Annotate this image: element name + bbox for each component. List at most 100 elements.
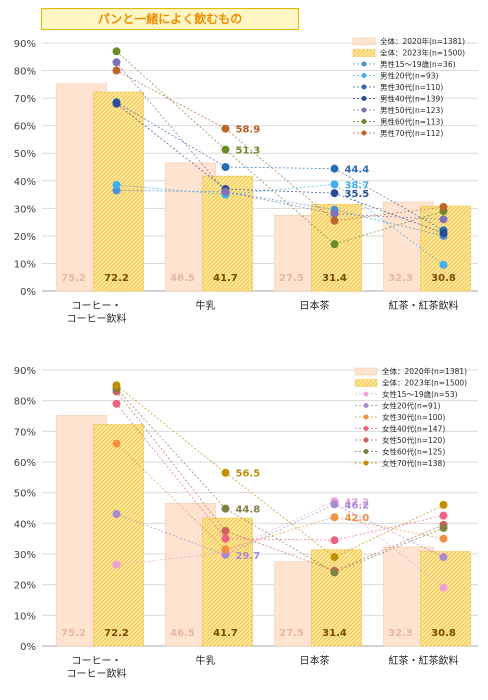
legend-marker [363, 426, 369, 431]
bar-2023-label: 41.7 [213, 628, 238, 639]
legend-marker [361, 107, 367, 113]
series-point [221, 163, 230, 171]
y-tick-label: 70% [14, 94, 36, 105]
y-tick-label: 50% [14, 489, 36, 500]
legend-label: 女性15～19歳(n=53) [382, 389, 458, 399]
series-point [330, 209, 339, 218]
x-category-label: 日本茶 [300, 299, 330, 312]
y-tick-label: 0% [20, 642, 36, 653]
x-category-label: 牛乳 [196, 299, 216, 312]
series-point [330, 240, 339, 249]
legend-label: 男性30代(n=110) [380, 82, 443, 92]
x-category-label: 紅茶・紅茶飲料 [389, 299, 459, 312]
series-point [221, 468, 230, 477]
series-point [439, 511, 448, 520]
legend-marker [363, 449, 369, 454]
line-value-label: 58.9 [236, 125, 261, 136]
line-value-label: 44.8 [236, 505, 261, 516]
chart-men: 0% 10% 20% 30% 40% 50% 60% 70% 80% 90% 75.2 72.2 コーヒ… [14, 36, 478, 325]
line-value-label: 35.5 [345, 189, 370, 200]
legend-label: 女性30代(n=100) [382, 412, 445, 422]
series-point [112, 66, 121, 75]
series-point [112, 510, 121, 519]
legend-label: 男性60代(n=113) [380, 117, 443, 127]
line-value-label: 46.2 [345, 500, 370, 511]
series-point [221, 527, 230, 535]
legend-label: 女性60代(n=125) [382, 447, 445, 457]
legend-label: 男性40代(n=139) [380, 94, 443, 104]
y-tick-label: 10% [14, 611, 36, 622]
series-line [116, 503, 444, 558]
chart-women: 0% 10% 20% 30% 40% 50% 60% 70% 80% 90% 75.2 72.2 コーヒ… [14, 366, 478, 680]
line-value-label: 47.2 [345, 497, 370, 508]
bar-2023-label: 30.8 [431, 273, 456, 284]
bar-2020-label: 27.5 [279, 273, 304, 284]
series-line [116, 388, 444, 573]
y-tick-label: 10% [14, 259, 36, 270]
series-point [330, 568, 339, 577]
legend-label: 全体：2020年(n=1381) [382, 366, 467, 376]
legend-label: 男性50代(n=123) [380, 105, 443, 115]
y-tick-label: 50% [14, 149, 36, 160]
x-category-label: コーヒー飲料 [67, 312, 127, 325]
y-tick-label: 90% [14, 39, 36, 50]
y-tick-label: 40% [14, 519, 36, 530]
y-tick-label: 80% [14, 67, 36, 78]
legend-swatch-2020 [352, 37, 376, 46]
legend-label: 全体：2023年(n=1500) [380, 48, 465, 58]
bar-2020-label: 32.3 [388, 273, 413, 284]
legend-marker [363, 414, 369, 420]
legend-label: 全体：2020年(n=1381) [380, 36, 465, 46]
legend-marker [361, 96, 367, 101]
bar-2020-label: 75.2 [61, 628, 86, 639]
series-point [330, 553, 339, 562]
y-tick-label: 60% [14, 122, 36, 133]
bar-2020-label: 46.5 [170, 273, 195, 284]
series-line [116, 101, 444, 231]
series-line [116, 70, 444, 222]
legend-swatch-2023 [352, 49, 376, 57]
series-point [330, 189, 339, 198]
series-point [112, 99, 121, 108]
bar-2023 [420, 551, 471, 647]
series-point [439, 229, 448, 238]
legend-marker [363, 391, 369, 397]
legend-swatch-2020 [354, 367, 378, 376]
series-point [439, 500, 448, 509]
legend-marker [363, 437, 369, 443]
legend-label: 男性15～19歳(n=36) [380, 59, 456, 69]
bar-2023-label: 41.7 [213, 273, 238, 284]
x-category-label: コーヒー・ [72, 655, 122, 667]
y-tick-label: 30% [14, 550, 36, 561]
y-tick-label: 70% [14, 427, 36, 438]
line-value-label: 44.4 [345, 165, 370, 176]
legend-marker [361, 84, 367, 90]
legend-label: 女性50代(n=120) [382, 435, 445, 445]
bar-2023-label: 30.8 [431, 628, 456, 639]
x-category-label: 日本茶 [300, 654, 330, 667]
legend-marker [363, 460, 369, 466]
bar-2020-label: 75.2 [61, 273, 86, 284]
line-value-label: 29.7 [236, 551, 261, 562]
y-tick-label: 60% [14, 458, 36, 469]
series-point [112, 399, 121, 408]
bar-2023 [93, 424, 144, 647]
series-point [221, 550, 230, 559]
y-tick-label: 0% [20, 287, 36, 298]
y-tick-label: 80% [14, 397, 36, 408]
series-point [112, 47, 121, 56]
legend-label: 女性20代(n=91) [382, 401, 441, 411]
series-point [439, 583, 448, 592]
bar-2023-label: 72.2 [104, 628, 129, 639]
legend-label: 男性20代(n=93) [380, 71, 439, 81]
chart-title: パンと一緒によく飲むもの [41, 8, 299, 30]
bar-2020-label: 46.5 [170, 628, 195, 639]
bar-2020-label: 32.3 [388, 628, 413, 639]
bar-2023-label: 31.4 [322, 628, 347, 639]
series-point [221, 145, 230, 154]
x-category-label: 紅茶・紅茶飲料 [389, 654, 459, 667]
y-tick-label: 20% [14, 232, 36, 243]
legend-label: 女性40代(n=147) [382, 424, 445, 434]
series-line [116, 385, 444, 558]
series-point [112, 58, 121, 67]
